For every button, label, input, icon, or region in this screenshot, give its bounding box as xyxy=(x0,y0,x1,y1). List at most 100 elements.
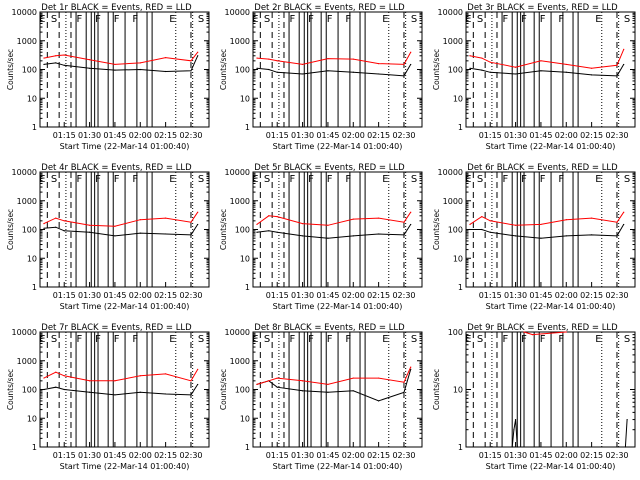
x-tick-label: 01:15 xyxy=(479,131,502,140)
marker-label: S xyxy=(51,334,57,345)
lld-point xyxy=(327,224,329,226)
events-point xyxy=(352,390,354,392)
panel-det-8: Det 8r BLACK = Events, RED = LLD 1 10 100 10… xyxy=(219,323,423,471)
lld-point xyxy=(410,211,412,213)
marker-label: E xyxy=(252,174,258,185)
lld-point xyxy=(190,60,192,62)
marker-label: F xyxy=(521,14,527,25)
events-point xyxy=(489,231,491,233)
marker-label: F xyxy=(327,174,333,185)
marker-label: E xyxy=(465,14,471,25)
x-tick-label: 02:30 xyxy=(605,451,628,460)
marker-label: E xyxy=(39,14,45,25)
marker-label: S xyxy=(624,14,630,25)
lld-point xyxy=(489,61,491,63)
events-point xyxy=(514,235,517,237)
lld-point xyxy=(268,58,270,60)
panel-title: Det 5r BLACK = Events, RED = LLD xyxy=(254,163,405,173)
lld-point xyxy=(165,56,167,59)
y-tick-label: 1 xyxy=(32,283,37,292)
lld-point xyxy=(327,57,329,60)
x-tick-label: 02:15 xyxy=(367,291,390,300)
y-tick-label: 10000 xyxy=(438,8,463,17)
x-tick-label: 02:15 xyxy=(580,131,603,140)
x-tick-label: 02:00 xyxy=(342,291,365,300)
marker-label: F xyxy=(558,174,564,185)
x-tick-label: 01:30 xyxy=(291,291,314,300)
marker-label: S xyxy=(264,334,270,345)
lld-point xyxy=(565,331,567,333)
marker-label: S xyxy=(51,174,57,185)
marker-label: S xyxy=(264,14,270,25)
x-tick-label: 02:15 xyxy=(580,291,603,300)
y-tick-label: 100 xyxy=(448,328,463,337)
events-point xyxy=(43,63,45,66)
marker-label: E xyxy=(382,14,388,25)
y-tick-label: 100 xyxy=(235,386,250,395)
x-tick-label: 01:15 xyxy=(479,291,502,300)
events-point xyxy=(378,233,380,235)
lld-point xyxy=(139,62,141,64)
marker-label: E xyxy=(252,334,258,345)
events-point xyxy=(139,232,141,234)
events-point xyxy=(540,70,542,72)
panel-det-3: Det 3r BLACK = Events, RED = LLD 1 10 100 10… xyxy=(432,3,636,151)
marker-label: F xyxy=(558,14,564,25)
events-series-line xyxy=(511,419,628,448)
x-tick-label: 01:30 xyxy=(78,291,101,300)
lld-point xyxy=(591,217,593,219)
lld-point xyxy=(139,375,141,377)
events-point xyxy=(197,55,199,57)
x-tick-label: 01:45 xyxy=(103,291,126,300)
lld-series-line xyxy=(256,211,412,226)
y-tick-label: 1 xyxy=(245,443,250,452)
lld-point xyxy=(114,225,116,227)
panel-det-6: Det 6r BLACK = Events, RED = LLD 1 10 100 10… xyxy=(432,163,636,311)
lld-point xyxy=(378,217,380,219)
marker-label: S xyxy=(624,174,630,185)
events-point xyxy=(327,70,329,72)
lld-point xyxy=(481,216,483,218)
marker-label: S xyxy=(198,14,204,25)
marker-label: F xyxy=(132,174,138,185)
plot-frame xyxy=(252,171,423,288)
y-tick-label: 10000 xyxy=(12,8,37,17)
x-tick-label: 01:15 xyxy=(266,131,289,140)
y-tick-label: 1000 xyxy=(230,37,250,46)
marker-label: F xyxy=(345,334,351,345)
marker-label: S xyxy=(198,174,204,185)
events-point xyxy=(327,237,329,239)
marker-label: F xyxy=(77,14,83,25)
marker-label: F xyxy=(132,334,138,345)
y-tick-label: 1000 xyxy=(443,197,463,206)
y-axis-label: Counts/sec xyxy=(219,49,228,90)
y-tick-label: 1000 xyxy=(443,37,463,46)
y-axis-label: Counts/sec xyxy=(219,209,228,250)
x-tick-label: 01:45 xyxy=(103,451,126,460)
events-point xyxy=(63,64,65,66)
y-tick-label: 100 xyxy=(235,226,250,235)
events-point xyxy=(410,223,412,226)
x-tick-label: 02:00 xyxy=(342,451,365,460)
x-tick-label: 02:00 xyxy=(129,131,152,140)
x-tick-label: 01:45 xyxy=(316,131,339,140)
lld-point xyxy=(352,58,354,60)
marker-label: F xyxy=(290,174,296,185)
plot-frame xyxy=(39,171,210,288)
events-point xyxy=(410,368,412,371)
x-axis-label: Start Time (22-Mar-14 01:00:40) xyxy=(273,302,403,311)
lld-point xyxy=(378,63,380,65)
y-tick-label: 1 xyxy=(245,123,250,132)
lld-point xyxy=(616,221,618,223)
events-point xyxy=(565,71,567,73)
x-tick-label: 01:30 xyxy=(78,131,101,140)
panel-title: Det 2r BLACK = Events, RED = LLD xyxy=(254,3,405,13)
marker-label: F xyxy=(345,14,351,25)
y-tick-label: 100 xyxy=(448,226,463,235)
marker-label: F xyxy=(132,14,138,25)
events-point xyxy=(616,75,618,77)
y-tick-label: 1000 xyxy=(230,357,250,366)
events-point xyxy=(139,391,141,393)
lld-point xyxy=(276,377,278,379)
